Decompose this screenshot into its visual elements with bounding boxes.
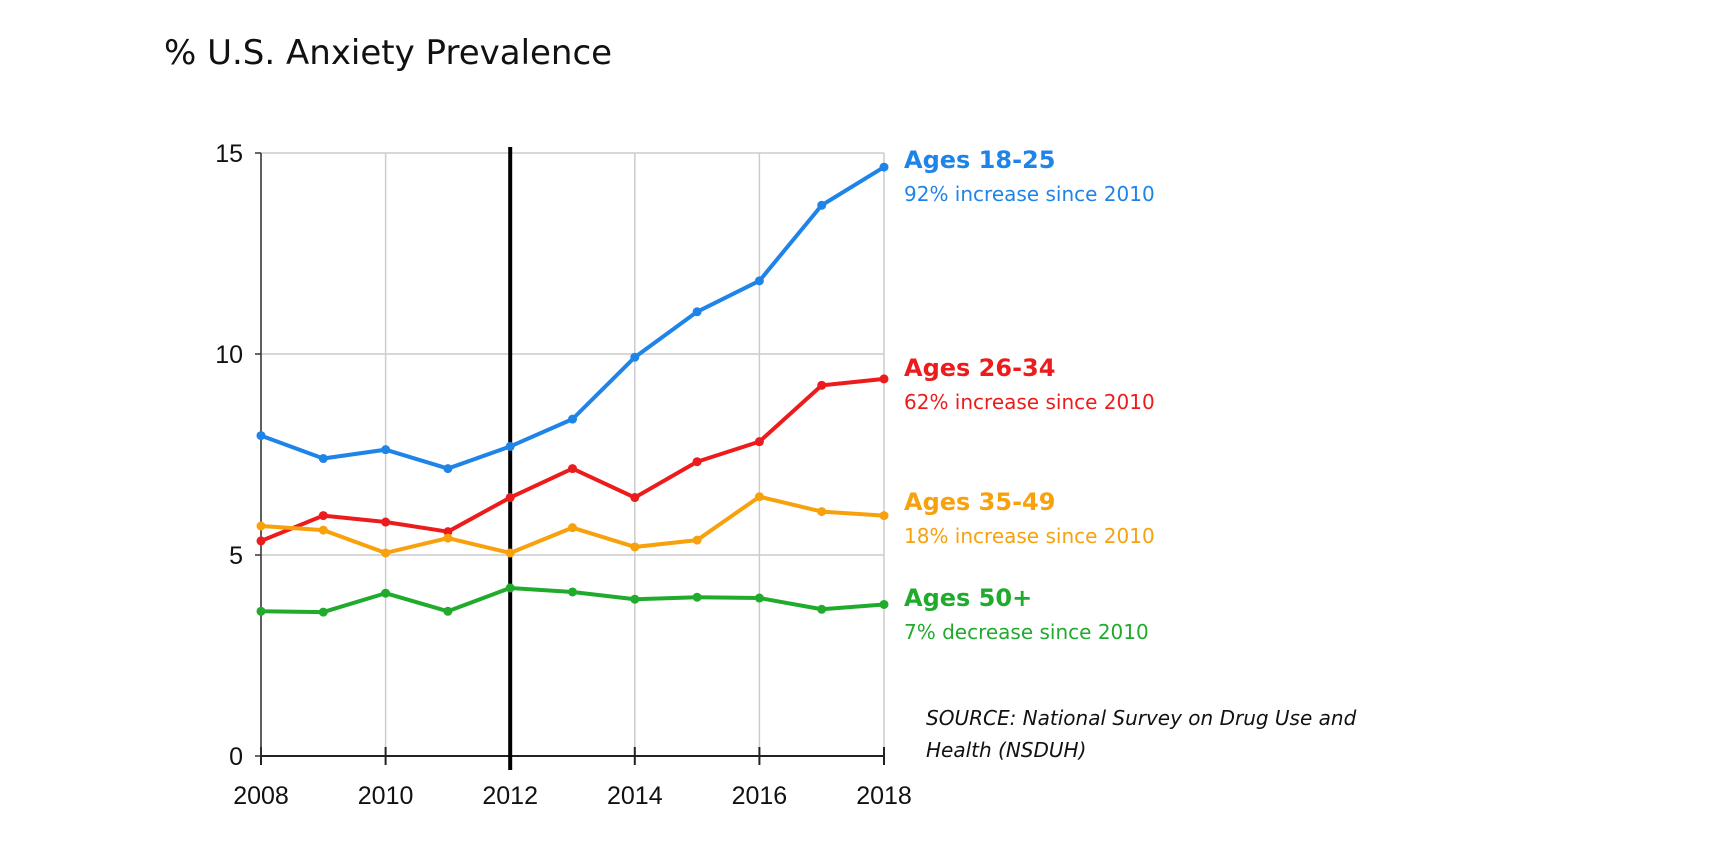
series-labels: Ages 18-25 92% increase since 2010 Ages 26… [904, 146, 1155, 644]
data-point [754, 437, 764, 447]
data-point [630, 352, 640, 362]
data-point [568, 464, 577, 474]
series-note-label: 92% increase since 2010 [904, 182, 1155, 206]
data-point [568, 523, 577, 533]
data-point [754, 276, 764, 286]
y-tick-label: 0 [229, 743, 243, 771]
data-point [318, 511, 328, 521]
data-point [692, 307, 702, 317]
series-4 [256, 583, 889, 617]
series-note-label: 18% increase since 2010 [904, 524, 1155, 548]
data-point [256, 536, 266, 546]
series-name-label: Ages 50+ [904, 584, 1032, 612]
series-3 [256, 492, 889, 558]
data-point [692, 535, 702, 545]
data-point [754, 593, 764, 603]
series-note-label: 7% decrease since 2010 [904, 620, 1149, 644]
x-tick-label: 2012 [482, 782, 538, 810]
data-point [443, 533, 453, 543]
data-point [879, 599, 889, 609]
x-tick-label: 2010 [358, 782, 414, 810]
data-point [318, 454, 328, 464]
data-point [879, 374, 889, 384]
data-point [568, 587, 577, 597]
data-point [692, 592, 702, 602]
source-note: SOURCE: National Survey on Drug Use and … [926, 706, 1357, 762]
data-point [256, 521, 266, 531]
data-point [381, 517, 391, 527]
series-lines [256, 162, 889, 617]
data-point [754, 492, 764, 502]
data-point [443, 606, 453, 616]
series-1 [256, 162, 889, 474]
data-point [505, 548, 515, 558]
data-point [318, 607, 328, 617]
data-point [381, 445, 391, 455]
y-tick-label: 15 [215, 140, 243, 168]
y-tick-label: 5 [229, 542, 243, 570]
data-point [318, 525, 328, 535]
x-tick-label: 2008 [233, 782, 289, 810]
data-point [256, 431, 266, 441]
series-2 [256, 374, 889, 546]
data-point [381, 548, 391, 558]
data-point [630, 542, 640, 552]
data-point [879, 162, 889, 172]
data-point [568, 414, 577, 424]
axes: 0 5 10 15 2008 2010 2012 2014 2016 2018 [215, 140, 912, 810]
data-point [817, 380, 827, 390]
x-tick-label: 2016 [732, 782, 788, 810]
data-point [630, 594, 640, 604]
x-tick-label: 2014 [607, 782, 663, 810]
series-name-label: Ages 26-34 [904, 354, 1055, 382]
series-name-label: Ages 35-49 [904, 488, 1055, 516]
source-line-1: SOURCE: National Survey on Drug Use and [926, 706, 1357, 730]
data-point [817, 604, 827, 614]
data-point [879, 511, 889, 521]
series-note-label: 62% increase since 2010 [904, 390, 1155, 414]
data-point [817, 507, 827, 517]
data-point [505, 493, 515, 503]
chart-title: % U.S. Anxiety Prevalence [164, 33, 612, 73]
series-name-label: Ages 18-25 [904, 146, 1055, 174]
data-point [256, 606, 266, 616]
y-tick-label: 10 [215, 341, 243, 369]
series-line [259, 376, 886, 543]
source-line-2: Health (NSDUH) [926, 738, 1086, 762]
x-tick-label: 2018 [856, 782, 912, 810]
data-point [443, 464, 453, 474]
data-point [443, 527, 453, 537]
data-point [630, 493, 640, 503]
data-point [692, 457, 702, 467]
data-point [817, 200, 827, 210]
data-point [381, 588, 391, 598]
data-point [505, 441, 515, 451]
data-point [505, 583, 515, 593]
